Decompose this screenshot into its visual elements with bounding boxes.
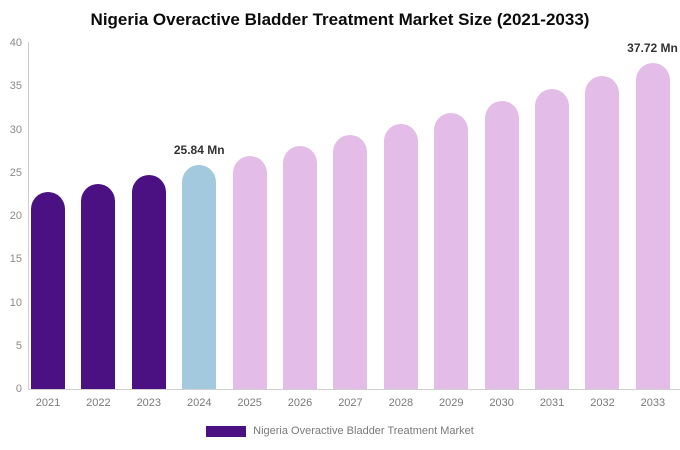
bar-2021[interactable]: [31, 192, 65, 389]
y-axis: 0 5 10 15 20 25 30 35 40: [0, 0, 22, 450]
bar-2032[interactable]: [585, 76, 620, 389]
bar-2030[interactable]: [484, 101, 519, 389]
legend-label[interactable]: Nigeria Overactive Bladder Treatment Mar…: [253, 425, 474, 437]
y-tick-label: 40: [9, 37, 22, 49]
y-tick-label: 35: [9, 80, 22, 93]
bar-2029[interactable]: [434, 113, 469, 389]
x-tick-label: 2026: [287, 397, 313, 409]
chart-title: Nigeria Overactive Bladder Treatment Mar…: [90, 10, 590, 29]
bar-2023[interactable]: [131, 174, 166, 389]
bar-2031[interactable]: [535, 88, 570, 389]
y-tick-label: 5: [15, 339, 22, 352]
x-tick-label: 2027: [338, 397, 363, 409]
x-tick-label: 2021: [35, 397, 61, 409]
bars-area: 25.84 Mn 37.72 Mn: [31, 41, 678, 389]
bar-2022[interactable]: [81, 183, 116, 389]
bar-2024[interactable]: 25.84 Mn: [174, 143, 225, 389]
bar-2026[interactable]: [283, 145, 318, 389]
y-tick-label: 30: [9, 123, 22, 136]
x-tick-label: 2029: [439, 397, 464, 409]
y-tick-label: 0: [15, 383, 22, 395]
y-tick-label: 25: [9, 166, 22, 179]
x-tick-label: 2022: [86, 397, 111, 409]
bar-2027[interactable]: [333, 135, 368, 389]
bar-2025[interactable]: [232, 155, 267, 389]
bar-value-label: 25.84 Mn: [173, 143, 225, 158]
x-tick-label: 2023: [136, 397, 162, 409]
legend: Nigeria Overactive Bladder Treatment Mar…: [0, 425, 680, 437]
bar-2033[interactable]: 37.72 Mn: [627, 41, 678, 389]
bar-2028[interactable]: [383, 124, 418, 389]
x-axis-line: [28, 389, 680, 390]
x-tick-label: 2025: [237, 397, 262, 409]
x-axis-labels: 2021 2022 2023 2024 2025 2026 2027 2028 2029 2030…: [31, 397, 670, 409]
x-tick-label: 2032: [590, 397, 615, 409]
bar-value-label: 37.72 Mn: [627, 40, 678, 55]
y-axis-line: [28, 42, 29, 389]
x-tick-label: 2028: [388, 397, 414, 409]
x-tick-label: 2033: [640, 397, 666, 409]
x-tick-label: 2031: [539, 397, 565, 409]
legend-swatch[interactable]: [206, 425, 247, 437]
y-tick-label: 20: [9, 210, 22, 222]
y-tick-label: 15: [9, 253, 22, 266]
x-tick-label: 2030: [489, 397, 514, 409]
x-tick-label: 2024: [186, 397, 212, 409]
y-tick-label: 10: [9, 296, 22, 309]
